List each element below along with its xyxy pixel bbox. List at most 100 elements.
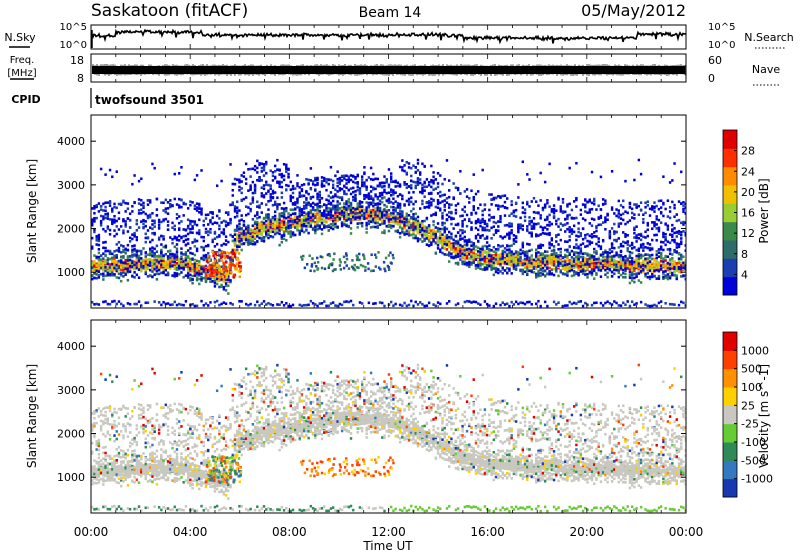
power-cell [338, 217, 342, 221]
power-cell [193, 240, 197, 243]
power-cell [262, 187, 266, 191]
power-cell [302, 207, 306, 211]
power-cell [392, 191, 395, 195]
power-cell [309, 214, 313, 217]
power-cell [227, 292, 230, 295]
power-cell [378, 301, 382, 304]
power-cell [173, 224, 176, 228]
power-cell [503, 206, 507, 209]
power-cell [479, 254, 482, 257]
power-cell [448, 238, 451, 241]
power-cell [356, 226, 359, 229]
power-cell [423, 239, 426, 242]
power-cell [140, 203, 143, 207]
power-cell [443, 253, 446, 256]
power-cell [314, 231, 317, 235]
power-cell [358, 205, 362, 208]
power-cell [128, 262, 132, 265]
power-cell [204, 264, 208, 268]
power-cell [162, 263, 165, 267]
power-cell [195, 231, 199, 235]
power-cell [410, 209, 413, 213]
power-cell [472, 198, 475, 202]
power-cell [93, 265, 96, 268]
power-cell [155, 208, 159, 211]
power-cell [122, 229, 125, 232]
power-cell [175, 238, 179, 242]
power-cell [376, 195, 379, 199]
power-cell [472, 196, 475, 200]
power-cell [459, 238, 462, 241]
power-cell [414, 171, 417, 174]
power-cell [213, 300, 217, 304]
power-cell [338, 196, 342, 199]
power-cell [316, 193, 319, 196]
power-cell [287, 167, 290, 171]
power-cell [222, 228, 226, 231]
power-cell [229, 218, 232, 221]
power-cell [271, 304, 275, 307]
power-cell [191, 201, 194, 204]
power-cell [294, 214, 297, 218]
power-cell [318, 209, 321, 213]
power-cell [151, 252, 154, 256]
power-cell [151, 219, 154, 223]
power-cell [178, 266, 181, 270]
power-cell [481, 219, 484, 223]
power-cell [104, 260, 107, 263]
power-cell [432, 213, 435, 216]
power-cell [244, 205, 248, 208]
power-cell [307, 203, 310, 207]
power-cell [445, 159, 449, 162]
power-cell [407, 232, 411, 236]
power-cell [336, 204, 339, 208]
power-cell [253, 230, 257, 233]
power-cell [220, 179, 223, 183]
power-cell [202, 268, 205, 272]
power-cell [468, 260, 471, 264]
power-cell [262, 217, 266, 221]
power-cell [269, 235, 272, 238]
power-cell [193, 265, 197, 268]
power-cell [224, 278, 228, 282]
power-cell [97, 266, 101, 270]
power-cell [323, 176, 326, 180]
power-cell [137, 257, 141, 260]
power-cell [137, 268, 141, 271]
power-cell [191, 231, 194, 235]
power-cell [115, 170, 118, 173]
power-cell [171, 260, 174, 264]
power-cell [200, 268, 203, 272]
power-cell [334, 204, 337, 208]
power-cell [131, 255, 134, 259]
power-cell [162, 268, 165, 271]
power-cell [189, 273, 192, 277]
power-cell [273, 169, 277, 173]
power-cell [311, 206, 315, 209]
power-cell [227, 278, 230, 282]
power-cell [320, 196, 324, 200]
power-cell [412, 226, 415, 230]
power-cell [271, 171, 275, 174]
power-cell [128, 302, 132, 306]
power-cell [224, 288, 228, 292]
power-cell [414, 300, 417, 304]
power-cell [155, 259, 159, 263]
power-cell [106, 212, 110, 215]
power-cell [91, 247, 94, 250]
power-cell [124, 265, 127, 269]
power-cell [365, 221, 368, 225]
power-cell [443, 205, 446, 209]
power-cell [91, 266, 94, 269]
power-cell [151, 212, 154, 215]
power-cell [242, 236, 246, 239]
power-cell [140, 257, 143, 260]
power-cell [320, 176, 324, 179]
power-cell [421, 219, 424, 223]
power-cell [173, 263, 176, 267]
power-cell [456, 249, 460, 253]
power-cell [189, 203, 192, 207]
power-cell [113, 261, 116, 265]
power-cell [102, 215, 105, 218]
power-cell [175, 268, 179, 271]
